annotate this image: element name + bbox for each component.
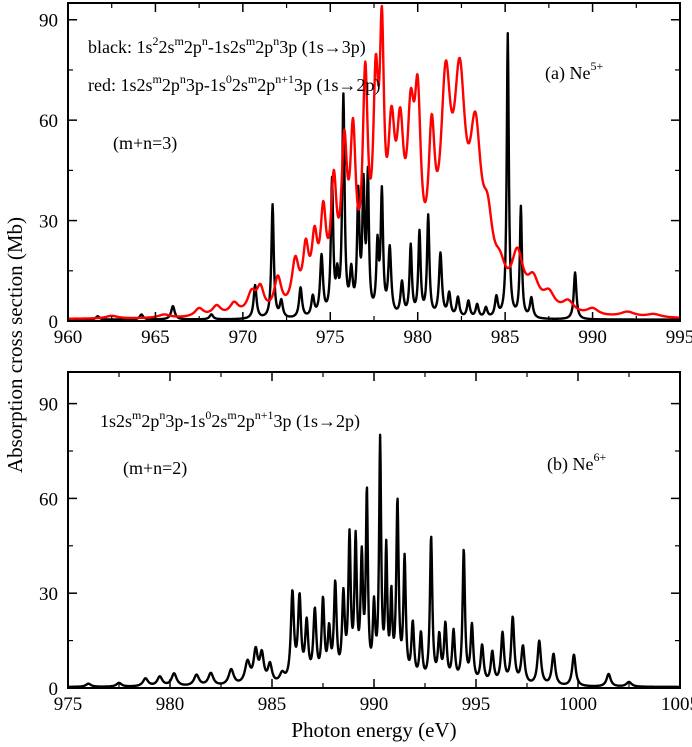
legend-text: -1s2s <box>208 37 246 57</box>
legend-text: 1s2s <box>100 411 132 431</box>
legend-superscript: n+1 <box>255 408 274 422</box>
panel-b: 975980985990995100010050306090 1s2sm2pn3… <box>39 371 692 715</box>
legend-superscript: m <box>227 408 237 422</box>
panel-a-label-sup: 5+ <box>590 59 603 73</box>
legend-superscript: m <box>153 72 163 86</box>
panel-a-legend-red: red: 1s2sm2pn3p-1s02sm2pn+13p (1s→2p) <box>88 72 380 96</box>
legend-superscript: n+1 <box>275 72 294 86</box>
legend-text: 3p-1s <box>165 411 205 431</box>
y-tick-label: 90 <box>39 395 58 416</box>
y-tick-label: 30 <box>39 584 58 605</box>
legend-text: 3p-1s <box>186 75 226 95</box>
panel-a: 960 965 970 975 980 985 990 995 0 30 60 90 black: 1… <box>39 2 692 348</box>
x-tick-label: 985 <box>258 694 287 715</box>
legend-text: red: 1s2s <box>88 75 153 95</box>
legend-superscript: 0 <box>226 72 232 86</box>
x-tick-label: 975 <box>316 327 345 348</box>
panel-a-label-main: (a) Ne <box>545 63 590 84</box>
panel-a-condition: (m+n=3) <box>113 133 177 154</box>
x-tick-label: 1000 <box>559 694 597 715</box>
panel-a-label: (a) Ne5+ <box>545 59 603 84</box>
legend-text: 2s <box>232 75 248 95</box>
legend-superscript: n <box>273 34 279 48</box>
legend-text: 3p (1s→2p) <box>294 75 381 96</box>
x-tick-label: 990 <box>360 694 389 715</box>
legend-superscript: n <box>202 34 208 48</box>
legend-text: 2s <box>211 411 227 431</box>
legend-superscript: 2 <box>153 34 159 48</box>
y-tick-label: 30 <box>39 212 58 233</box>
y-tick-label: 90 <box>39 11 58 32</box>
y-tick-label: 0 <box>49 679 59 700</box>
x-tick-label: 995 <box>666 327 692 348</box>
legend-superscript: 0 <box>205 408 211 422</box>
x-tick-label: 990 <box>578 327 607 348</box>
legend-text: 2p <box>237 411 255 431</box>
panel-b-legend-black: 1s2sm2pn3p-1s02sm2pn+13p (1s→2p) <box>100 408 360 432</box>
x-tick-label: 980 <box>403 327 432 348</box>
legend-text: black: 1s <box>88 37 153 57</box>
panel-b-label-main: (b) Ne <box>547 454 593 475</box>
legend-text: 2p <box>184 37 202 57</box>
x-tick-label: 980 <box>156 694 185 715</box>
legend-superscript: m <box>246 34 256 48</box>
legend-text: 2s <box>159 37 175 57</box>
legend-text: 3p (1s→2p) <box>274 411 361 432</box>
x-tick-label: 965 <box>141 327 170 348</box>
legend-text: 2p <box>255 37 273 57</box>
panel-b-label-sup: 6+ <box>593 450 606 464</box>
x-tick-label: 995 <box>462 694 491 715</box>
x-axis-title: Photon energy (eV) <box>291 718 456 742</box>
legend-text: 2p <box>162 75 180 95</box>
legend-superscript: m <box>248 72 258 86</box>
legend-superscript: n <box>180 72 186 86</box>
panel-b-label: (b) Ne6+ <box>547 450 606 475</box>
legend-text: 2p <box>141 411 159 431</box>
panel-b-condition: (m+n=2) <box>123 458 187 479</box>
y-tick-label: 60 <box>39 489 58 510</box>
panel-a-legend-black: black: 1s22sm2pn-1s2sm2pn3p (1s→3p) <box>88 34 366 58</box>
x-tick-label: 985 <box>491 327 520 348</box>
legend-superscript: m <box>132 408 142 422</box>
series-line-red <box>67 4 681 320</box>
x-tick-label: 1005 <box>661 694 692 715</box>
legend-text: 2p <box>257 75 275 95</box>
legend-superscript: m <box>175 34 185 48</box>
legend-text: 3p (1s→3p) <box>279 37 366 58</box>
x-tick-label: 975 <box>54 694 83 715</box>
y-axis-title: Absorption cross section (Mb) <box>3 217 27 473</box>
y-tick-label: 60 <box>39 111 58 132</box>
x-tick-label: 960 <box>54 327 83 348</box>
x-tick-label: 970 <box>229 327 258 348</box>
y-tick-label: 0 <box>49 312 59 333</box>
legend-superscript: n <box>159 408 165 422</box>
